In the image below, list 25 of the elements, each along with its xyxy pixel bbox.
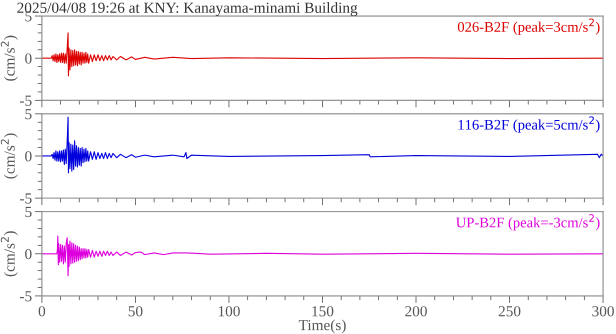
x-tick-label: 200 [405, 306, 427, 316]
y-tick-label: -5 [20, 291, 32, 302]
series-label: 026-B2F (peak=3cm/s$^{2}$) [458, 18, 600, 35]
x-axis-title: Time(s) [298, 320, 346, 334]
y-axis-title: (cm/s$^{2}$) [0, 36, 18, 81]
y-tick-label: -5 [20, 96, 32, 106]
x-tick-label: 250 [498, 306, 520, 316]
y-tick-label: 5 [25, 11, 32, 22]
y-axis-title: (cm/s$^{2}$) [0, 231, 18, 276]
x-tick-label: 300 [592, 306, 614, 316]
y-tick-label: 0 [25, 248, 32, 260]
x-tick-label: 50 [128, 306, 142, 316]
line-series [42, 116, 604, 174]
y-tick-label: 5 [25, 206, 32, 218]
y-tick-label: 0 [25, 53, 32, 64]
line-series [42, 236, 604, 276]
x-tick-label: 150 [312, 306, 334, 316]
y-axis-title: (cm/s$^{2}$) [0, 133, 18, 179]
series-label: UP-B2F (peak=-3cm/s$^{2}$) [456, 214, 600, 230]
series-label: 116-B2F (peak=5cm/s$^{2}$) [458, 116, 600, 133]
x-tick-label: 0 [38, 306, 46, 316]
y-tick-label: 0 [25, 151, 32, 162]
x-tick-label: 100 [218, 306, 240, 316]
y-tick-label: 5 [25, 109, 32, 120]
y-tick-label: -5 [20, 193, 32, 204]
